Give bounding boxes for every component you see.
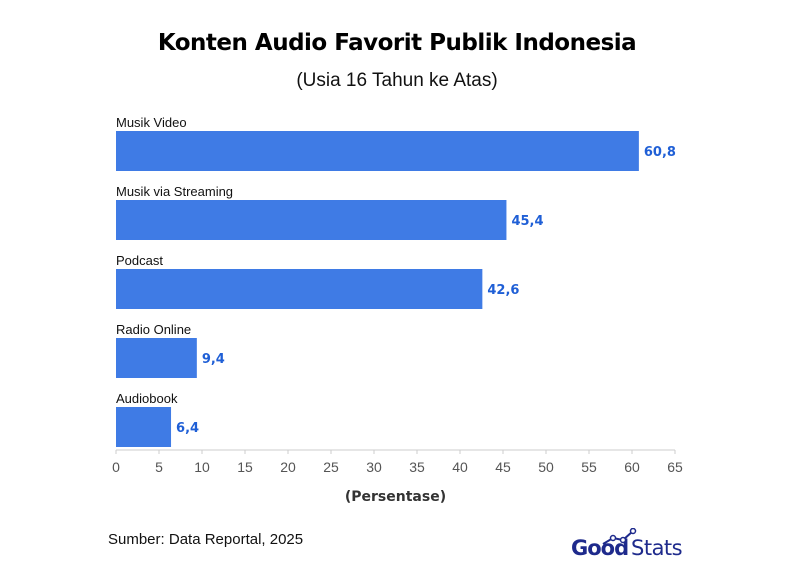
x-tick-label: 25 — [323, 459, 339, 475]
bar — [116, 338, 197, 378]
value-label: 9,4 — [202, 352, 225, 367]
value-label: 6,4 — [176, 421, 199, 436]
logo-trend-icon — [602, 528, 637, 545]
x-tick-label: 30 — [366, 459, 382, 475]
x-axis-label: (Persentase) — [345, 489, 446, 505]
logo-text-stats: Stats — [631, 536, 683, 560]
bar — [116, 200, 507, 240]
x-tick-label: 20 — [280, 459, 296, 475]
value-label: 42,6 — [487, 283, 519, 298]
chart-title: Konten Audio Favorit Publik Indonesia — [157, 30, 637, 56]
bar — [116, 131, 639, 171]
category-label: Musik Video — [116, 115, 187, 130]
value-label: 45,4 — [511, 214, 543, 229]
x-tick-label: 50 — [538, 459, 554, 475]
value-label: 60,8 — [644, 145, 676, 160]
bar — [116, 407, 172, 447]
source-note: Sumber: Data Reportal, 2025 — [108, 531, 304, 548]
x-tick-label: 0 — [112, 459, 120, 475]
x-tick-label: 10 — [194, 459, 210, 475]
category-label: Audiobook — [116, 391, 178, 406]
x-tick-label: 40 — [452, 459, 468, 475]
x-tick-label: 5 — [155, 459, 163, 475]
x-tick-label: 65 — [667, 459, 683, 475]
x-tick-label: 45 — [495, 459, 511, 475]
category-label: Musik via Streaming — [116, 184, 233, 199]
x-tick-label: 60 — [624, 459, 640, 475]
category-label: Podcast — [116, 253, 163, 268]
bar — [116, 269, 483, 309]
x-tick-label: 35 — [409, 459, 425, 475]
x-tick-label: 55 — [581, 459, 597, 475]
category-label: Radio Online — [116, 322, 191, 337]
chart-subtitle: (Usia 16 Tahun ke Atas) — [296, 70, 498, 91]
goodstats-logo: Good Stats — [571, 528, 701, 564]
x-tick-label: 15 — [237, 459, 253, 475]
